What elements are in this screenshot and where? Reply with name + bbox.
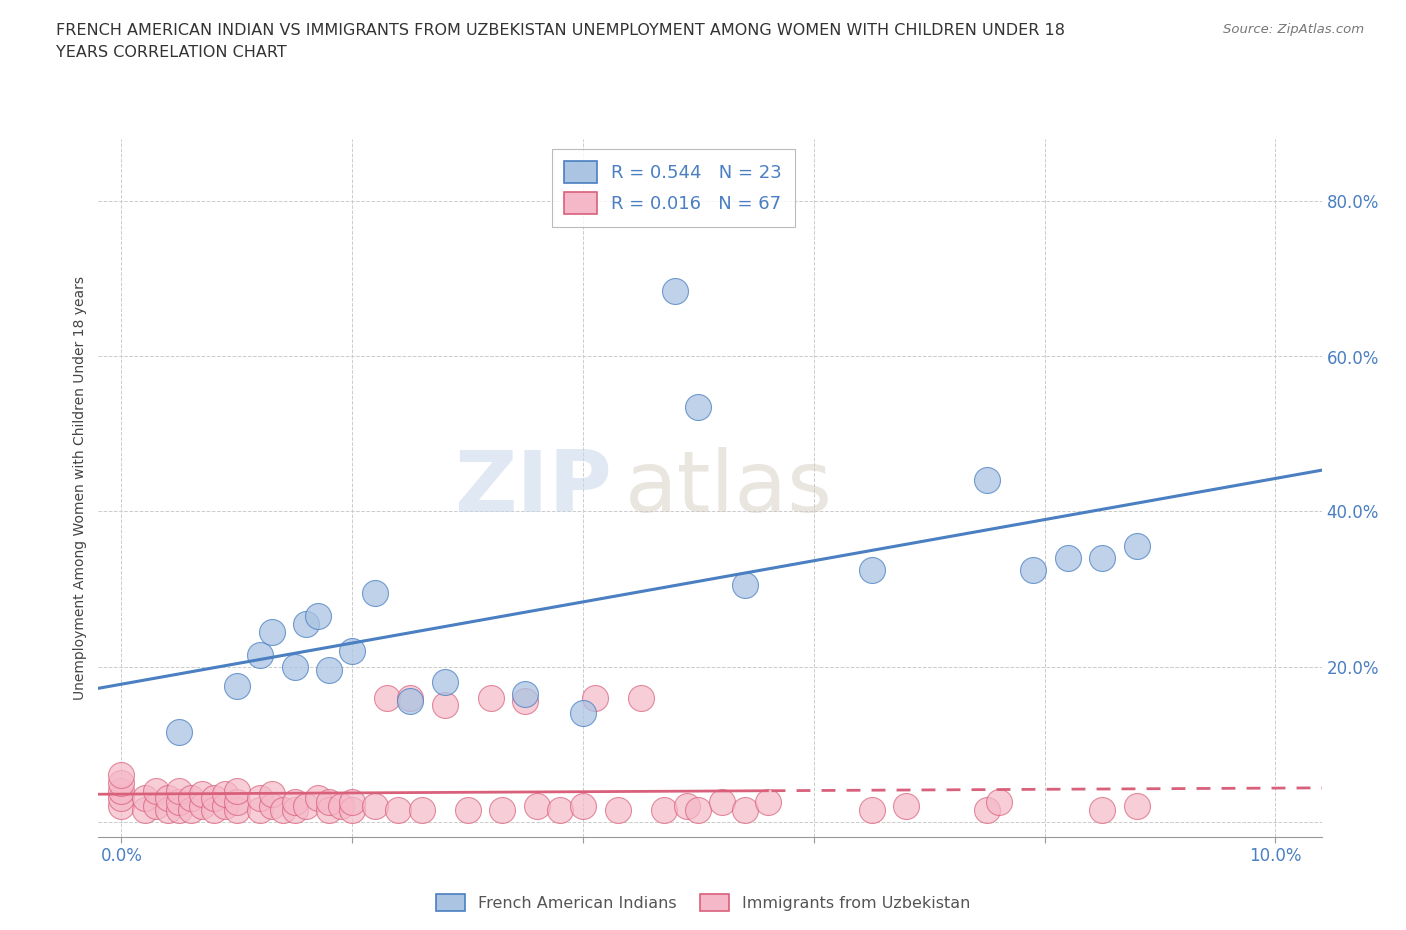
Point: [225, 783, 247, 798]
Point: [1022, 562, 1045, 577]
Point: [342, 803, 364, 817]
Point: [548, 803, 571, 817]
Point: [1126, 799, 1149, 814]
Point: [1091, 551, 1114, 565]
Point: [214, 799, 236, 814]
Point: [710, 794, 733, 809]
Point: [167, 794, 190, 809]
Point: [491, 803, 513, 817]
Point: [1056, 551, 1078, 565]
Point: [145, 799, 167, 814]
Point: [387, 803, 409, 817]
Point: [860, 562, 883, 577]
Y-axis label: Unemployment Among Women with Children Under 18 years: Unemployment Among Women with Children U…: [73, 276, 87, 700]
Point: [399, 690, 422, 705]
Point: [249, 647, 271, 662]
Point: [375, 690, 398, 705]
Point: [214, 787, 236, 802]
Point: [156, 803, 179, 817]
Point: [860, 803, 883, 817]
Point: [295, 617, 318, 631]
Point: [688, 400, 710, 415]
Point: [225, 679, 247, 694]
Point: [399, 694, 422, 709]
Point: [364, 586, 387, 601]
Legend: R = 0.544   N = 23, R = 0.016   N = 67: R = 0.544 N = 23, R = 0.016 N = 67: [551, 149, 794, 227]
Point: [630, 690, 652, 705]
Point: [329, 799, 352, 814]
Point: [318, 803, 340, 817]
Point: [202, 803, 225, 817]
Point: [734, 803, 756, 817]
Point: [526, 799, 548, 814]
Point: [249, 803, 271, 817]
Point: [676, 799, 699, 814]
Point: [515, 686, 537, 701]
Point: [515, 694, 537, 709]
Point: [180, 803, 202, 817]
Point: [433, 698, 456, 712]
Text: atlas: atlas: [624, 446, 832, 530]
Point: [606, 803, 628, 817]
Point: [976, 803, 998, 817]
Point: [688, 803, 710, 817]
Point: [260, 624, 283, 639]
Point: [457, 803, 479, 817]
Point: [260, 787, 283, 802]
Point: [202, 790, 225, 805]
Point: [479, 690, 502, 705]
Text: FRENCH AMERICAN INDIAN VS IMMIGRANTS FROM UZBEKISTAN UNEMPLOYMENT AMONG WOMEN WI: FRENCH AMERICAN INDIAN VS IMMIGRANTS FRO…: [56, 23, 1066, 38]
Text: Source: ZipAtlas.com: Source: ZipAtlas.com: [1223, 23, 1364, 36]
Point: [976, 473, 998, 488]
Point: [134, 790, 156, 805]
Point: [110, 790, 132, 805]
Point: [260, 799, 283, 814]
Point: [307, 790, 329, 805]
Legend: French American Indians, Immigrants from Uzbekistan: French American Indians, Immigrants from…: [430, 887, 976, 917]
Point: [284, 659, 307, 674]
Point: [364, 799, 387, 814]
Point: [342, 644, 364, 658]
Point: [664, 283, 686, 298]
Point: [307, 609, 329, 624]
Point: [110, 776, 132, 790]
Point: [318, 663, 340, 678]
Point: [756, 794, 779, 809]
Point: [583, 690, 606, 705]
Point: [110, 783, 132, 798]
Point: [156, 790, 179, 805]
Point: [572, 706, 595, 721]
Point: [167, 783, 190, 798]
Point: [167, 803, 190, 817]
Point: [167, 725, 190, 740]
Point: [318, 794, 340, 809]
Text: YEARS CORRELATION CHART: YEARS CORRELATION CHART: [56, 45, 287, 60]
Point: [110, 767, 132, 782]
Point: [191, 799, 214, 814]
Point: [191, 787, 214, 802]
Point: [572, 799, 595, 814]
Point: [987, 794, 1010, 809]
Text: ZIP: ZIP: [454, 446, 612, 530]
Point: [295, 799, 318, 814]
Point: [1126, 539, 1149, 554]
Point: [433, 674, 456, 689]
Point: [180, 790, 202, 805]
Point: [652, 803, 675, 817]
Point: [342, 794, 364, 809]
Point: [271, 803, 294, 817]
Point: [1091, 803, 1114, 817]
Point: [249, 790, 271, 805]
Point: [284, 794, 307, 809]
Point: [225, 794, 247, 809]
Point: [145, 783, 167, 798]
Point: [734, 578, 756, 592]
Point: [110, 799, 132, 814]
Point: [134, 803, 156, 817]
Point: [284, 803, 307, 817]
Point: [896, 799, 918, 814]
Point: [411, 803, 433, 817]
Point: [225, 803, 247, 817]
